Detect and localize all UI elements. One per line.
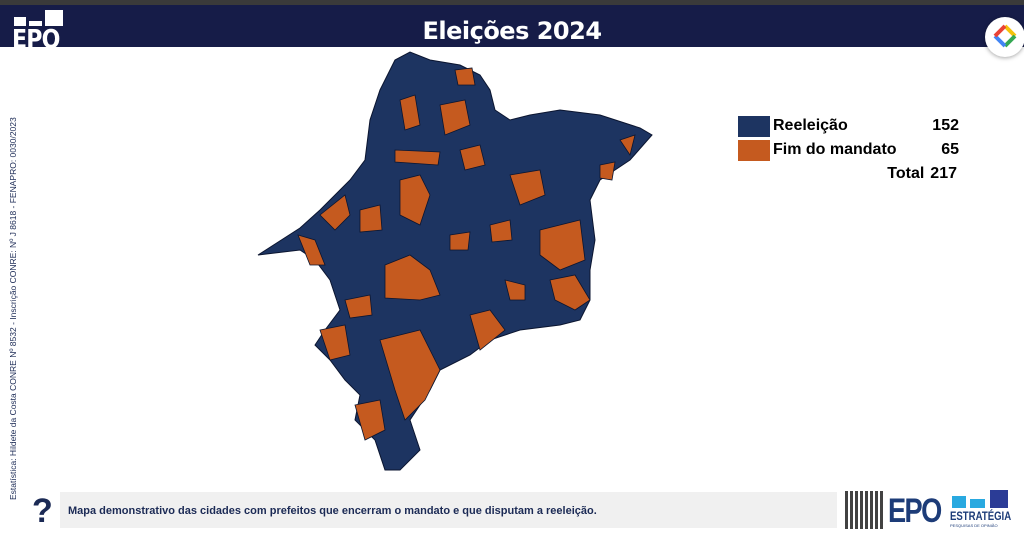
extension-button[interactable] — [985, 17, 1024, 57]
map-legend: Reeleição 152 Fim do mandato 65 Total 21… — [738, 114, 959, 186]
fim-do-mandato-regions — [297, 67, 636, 441]
epo-estrategia-logo: EPO ESTRATÉGIA PESQUISAS DE OPINIÃO — [888, 490, 1012, 530]
legend-total: Total 217 — [887, 165, 957, 182]
header-bar: EPO Eleições 2024 — [0, 5, 1024, 55]
map-caption: Mapa demonstrativo das cidades com prefe… — [68, 505, 597, 517]
caption-bar: Mapa demonstrativo das cidades com prefe… — [60, 492, 837, 528]
page-title: Eleições 2024 — [422, 17, 602, 45]
diamond-logo-icon — [993, 24, 1017, 48]
qr-code — [845, 491, 883, 529]
legend-item-fim-do-mandato: Fim do mandato 65 — [738, 138, 959, 162]
window-top-bar — [0, 0, 1024, 5]
epo-logo: EPO — [12, 10, 67, 55]
legend-swatch — [738, 139, 770, 161]
legend-item-reeleicao: Reeleição 152 — [738, 114, 959, 138]
state-outline — [257, 51, 653, 471]
help-icon[interactable]: ? — [32, 492, 53, 530]
legend-swatch — [738, 115, 770, 137]
